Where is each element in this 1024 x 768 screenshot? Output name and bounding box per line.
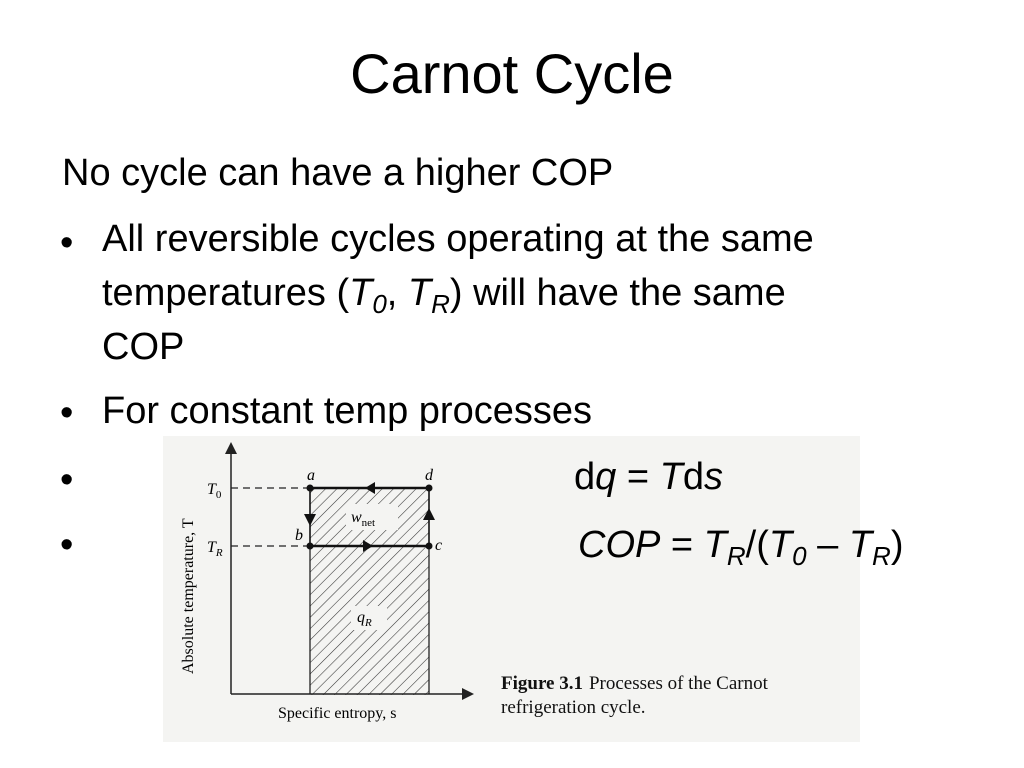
arrow-c-to-d [423, 508, 435, 520]
x-axis-title: Specific entropy, s [278, 705, 396, 722]
bullet-marker: • [60, 524, 74, 566]
bullet-marker: • [60, 392, 74, 434]
arrow-b-to-c [363, 540, 373, 552]
bullet-reversible-line2: temperatures (T0, TR) will have the same [102, 266, 786, 320]
bullet-constant-temp: For constant temp processes [102, 390, 592, 432]
arrow-d-to-a [365, 482, 375, 494]
heat-equation: dq = Tds [574, 456, 723, 498]
y-axis-title: Absolute temperature, T [180, 518, 197, 674]
w-net-label: wnet [351, 509, 375, 529]
state-point-d [425, 484, 433, 492]
w-net-label-bg [346, 504, 398, 530]
ts-diagram: a b c d T0 TR wnet qR Absolute temperatu… [180, 442, 474, 722]
carnot-ts-figure: a b c d T0 TR wnet qR Absolute temperatu… [163, 436, 860, 742]
tr-axis-label: TR [207, 539, 223, 559]
point-a-label: a [307, 467, 315, 484]
figure-number: Figure 3.1 [501, 673, 583, 694]
state-point-a [306, 484, 314, 492]
symbol-tr: TR [407, 272, 450, 319]
state-point-c [425, 542, 433, 550]
q-r-label: qR [357, 609, 372, 629]
text-segment: ) will have the same [449, 272, 786, 314]
symbol-t0: T0 [349, 272, 387, 319]
cop-equation: COP = TR/(T0 – TR) [578, 524, 904, 571]
state-point-b [306, 542, 314, 550]
t0-axis-label: T0 [207, 481, 222, 501]
text-segment: , [386, 272, 408, 314]
q-r-label-bg [351, 606, 387, 630]
bullet-marker: • [60, 222, 74, 264]
intro-statement: No cycle can have a higher COP [62, 152, 614, 194]
bullet-marker: • [60, 459, 74, 501]
text-segment: temperatures ( [102, 272, 350, 314]
figure-caption-text: Processes of the Carnot refrigeration cy… [501, 673, 768, 718]
figure-caption: Figure 3.1 Processes of the Carnot refrig… [501, 672, 851, 720]
point-b-label: b [295, 527, 303, 544]
bullet-reversible-line1: All reversible cycles operating at the s… [102, 218, 814, 260]
point-d-label: d [425, 467, 434, 484]
slide-title: Carnot Cycle [350, 42, 674, 105]
bullet-reversible-line3: COP [102, 326, 185, 368]
arrow-a-to-b [304, 514, 316, 526]
point-c-label: c [435, 537, 442, 554]
